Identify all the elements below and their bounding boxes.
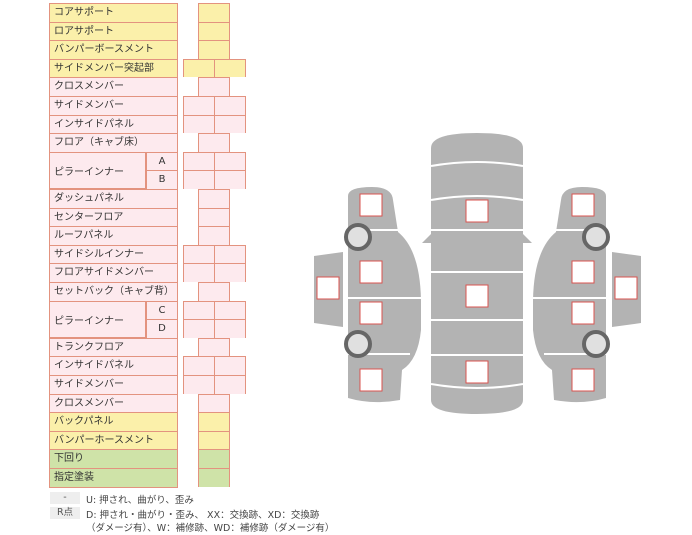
row-sub-label: C (146, 300, 178, 320)
damage-marker-box[interactable] (359, 260, 383, 284)
check-cell-right[interactable] (214, 96, 246, 115)
row-label: サイドメンバー突起部 (49, 58, 178, 78)
row-label: バンパーボースメント (49, 40, 178, 59)
legend-text-d: D: 押され・曲がり・歪み、 XX：交換跡、XD：交換跡 (86, 510, 320, 521)
check-cell[interactable] (198, 40, 230, 59)
check-cell[interactable] (198, 133, 230, 152)
wheel-icon (582, 223, 610, 251)
legend-text-d-cont: （ダメージ有）、W：補修跡、WD：補修跡（ダメージ有） (86, 523, 335, 534)
row-label: セットバック（キャブ背） (49, 282, 178, 301)
damage-marker-box[interactable] (316, 276, 340, 300)
damage-marker-box[interactable] (465, 199, 489, 223)
row-label: フロア（キャブ床） (49, 133, 178, 152)
check-cell[interactable] (198, 412, 230, 431)
wheel-icon (582, 330, 610, 358)
row-label: クロスメンバー (49, 393, 178, 413)
wheel-icon (344, 223, 372, 251)
row-label: サイドメンバー (49, 375, 178, 394)
row-label: 指定塗装 (49, 468, 178, 487)
damage-marker-box[interactable] (571, 193, 595, 217)
row-label: クロスメンバー (49, 77, 178, 96)
row-sub-label: D (146, 319, 178, 338)
row-label: ルーフパネル (49, 226, 178, 245)
legend-key-dash: - (50, 492, 80, 504)
row-label: 下回り (49, 449, 178, 468)
row-label: サイドシルインナー (49, 244, 178, 264)
check-cell[interactable] (198, 393, 230, 413)
check-cell-right[interactable] (214, 114, 246, 134)
check-cell-right[interactable] (214, 356, 246, 375)
check-cell-right[interactable] (214, 319, 246, 338)
merged-label: ピラーインナー (49, 151, 146, 189)
row-label: バックパネル (49, 412, 178, 431)
car-body-top (431, 133, 523, 414)
check-cell-right[interactable] (214, 151, 246, 171)
check-cell[interactable] (198, 449, 230, 468)
row-label: トランクフロア (49, 337, 178, 357)
right-wing (523, 234, 532, 243)
damage-marker-box[interactable] (359, 301, 383, 325)
row-label: センターフロア (49, 207, 178, 227)
check-cell[interactable] (198, 21, 230, 41)
check-cell[interactable] (198, 468, 230, 487)
damage-marker-box[interactable] (571, 368, 595, 392)
check-cell[interactable] (198, 337, 230, 357)
wheel-icon (344, 330, 372, 358)
check-cell[interactable] (198, 3, 230, 22)
row-label: サイドメンバー (49, 96, 178, 115)
row-label: バンパーホースメント (49, 430, 178, 450)
check-cell-right[interactable] (214, 244, 246, 264)
legend-key-r: R点 (50, 507, 80, 519)
car-side-right (533, 187, 606, 403)
damage-marker-box[interactable] (571, 301, 595, 325)
check-cell-right[interactable] (214, 263, 246, 282)
check-cell[interactable] (198, 430, 230, 450)
row-label: コアサポート (49, 3, 178, 22)
check-cell[interactable] (198, 207, 230, 227)
damage-marker-box[interactable] (614, 276, 638, 300)
damage-marker-box[interactable] (465, 284, 489, 308)
check-cell-right[interactable] (214, 58, 246, 78)
check-cell-right[interactable] (214, 170, 246, 189)
damage-marker-box[interactable] (465, 360, 489, 384)
row-label: フロアサイドメンバー (49, 263, 178, 282)
row-label: インサイドパネル (49, 114, 178, 134)
damage-marker-box[interactable] (359, 368, 383, 392)
row-sub-label: A (146, 151, 178, 171)
check-cell-right[interactable] (214, 375, 246, 394)
row-label: インサイドパネル (49, 356, 178, 375)
check-cell[interactable] (198, 226, 230, 245)
check-cell[interactable] (198, 189, 230, 208)
row-sub-label: B (146, 170, 178, 189)
legend-text-u: U: 押され、曲がり、歪み (86, 495, 194, 506)
row-label: ダッシュパネル (49, 189, 178, 208)
left-wing (422, 234, 431, 243)
damage-marker-box[interactable] (571, 260, 595, 284)
check-cell[interactable] (198, 77, 230, 96)
check-cell-right[interactable] (214, 300, 246, 320)
damage-marker-box[interactable] (359, 193, 383, 217)
check-cell[interactable] (198, 282, 230, 301)
merged-label: ピラーインナー (49, 300, 146, 338)
car-side-left (348, 187, 421, 403)
row-label: ロアサポート (49, 21, 178, 41)
